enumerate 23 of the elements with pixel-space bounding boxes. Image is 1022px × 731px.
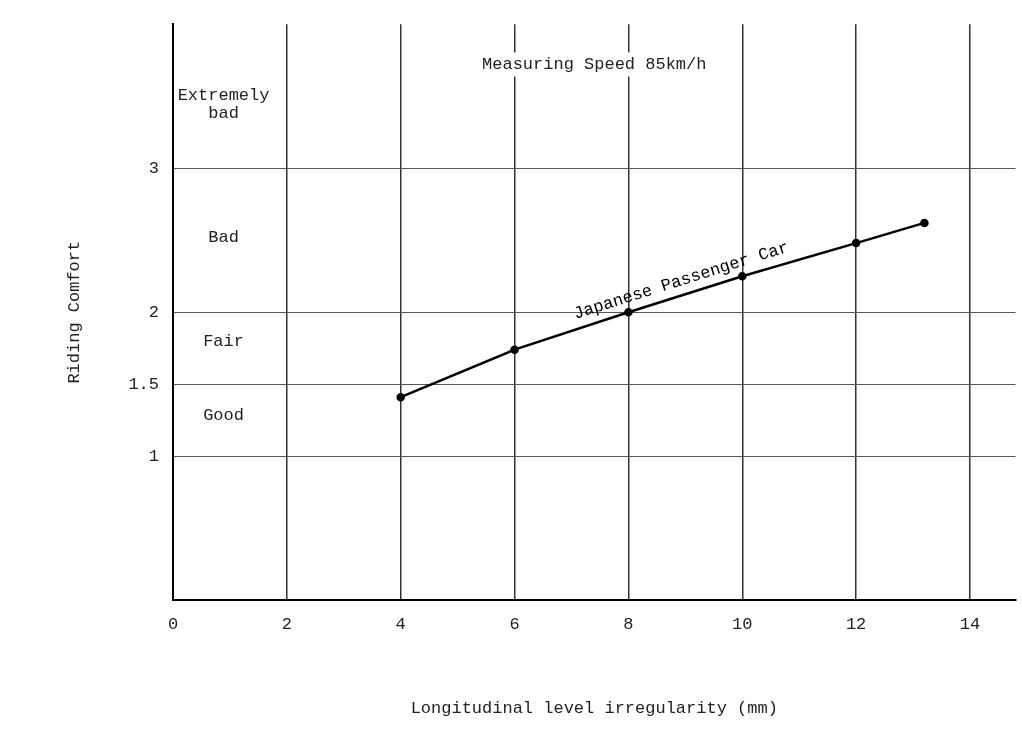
annotation: Measuring Speed 85km/h (482, 55, 707, 75)
x-tick-label: 6 (509, 614, 520, 634)
annotation: Good (203, 406, 244, 426)
y-tick-label: 1.5 (128, 374, 159, 394)
point (396, 392, 405, 402)
y-tick-label: 1 (148, 446, 159, 466)
point (851, 238, 861, 248)
y-tick-label: 3 (148, 158, 159, 178)
x-tick-label: 8 (623, 614, 634, 634)
point (920, 218, 929, 228)
x-axis-title: Longitudinal level irregularity (mm) (410, 699, 778, 719)
annotation: Fair (203, 331, 244, 351)
y-tick-label: 2 (148, 302, 159, 322)
y-axis-title: Riding Comfort (64, 240, 84, 384)
x-tick-label: 4 (395, 614, 406, 634)
x-tick-label: 14 (959, 614, 981, 634)
point (510, 345, 519, 354)
x-tick-label: 0 (167, 614, 179, 634)
annotation: Bad (208, 227, 239, 247)
x-tick-label: 12 (845, 614, 867, 634)
x-tick-label: 10 (732, 614, 753, 634)
x-tick-label: 2 (281, 614, 292, 634)
annotation: Extremely bad (177, 86, 270, 124)
